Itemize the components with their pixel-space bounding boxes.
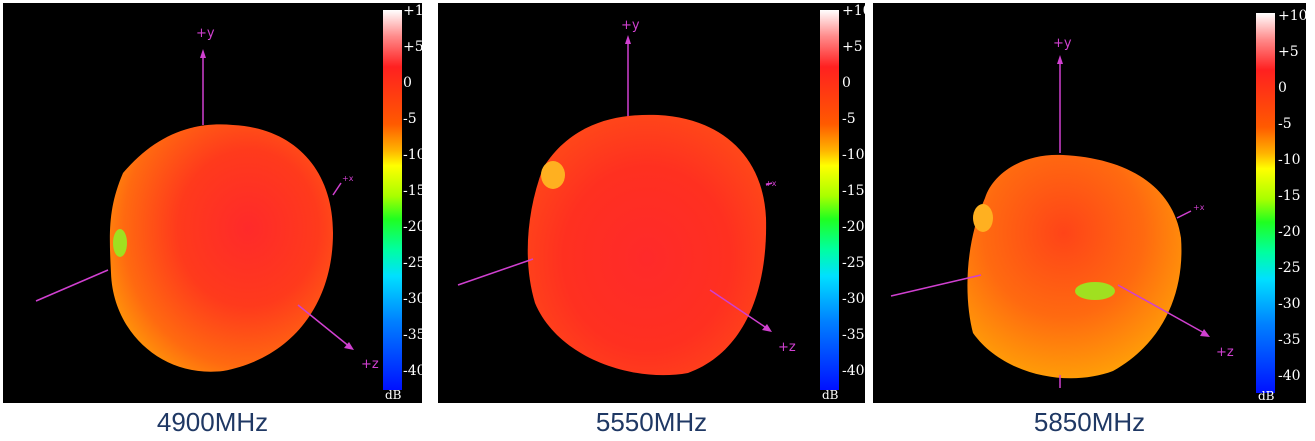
scale-tick: -10 [403,147,422,163]
pattern-surface [109,124,333,372]
scale-tick: -35 [1278,332,1301,348]
z-axis [1117,284,1207,335]
scale-tick: +10 [1278,8,1306,24]
scale-tick: -5 [842,111,856,127]
scale-tick: -40 [403,363,422,379]
pattern-panel-5850: +y +x +z +10 +5 0 -5 -10 -15 -20 -25 -30… [873,3,1306,403]
scale-tick: -30 [403,291,422,307]
scale-tick: +5 [403,39,422,55]
scale-unit: dB [822,388,839,402]
scale-tick: -40 [842,363,865,379]
scale-tick: -25 [1278,260,1301,276]
x-axis-label: +x [342,174,354,183]
y-axis-label: +y [196,26,215,41]
scale-tick: +10 [842,3,865,19]
scale-tick: -5 [1278,116,1292,132]
frequency-caption: 5850MHz [1033,407,1146,437]
frequency-caption: 5550MHz [595,407,708,437]
neg-z-axis [457,258,534,286]
scale-unit: dB [385,388,402,402]
pattern-surface [967,154,1182,379]
pattern-surface [527,114,767,376]
x-axis [1176,210,1192,219]
scale-unit: dB [1258,389,1275,403]
scale-tick: +5 [842,39,863,55]
scale-tick: -20 [842,219,865,235]
scale-tick: -25 [842,255,865,271]
scale-tick: -30 [842,291,865,307]
scale-tick: -10 [1278,152,1301,168]
scale-tick: -35 [842,327,865,343]
neg-z-axis [35,269,109,302]
pattern-panel-5550: +y +x +z +10 +5 0 -5 -10 -15 -20 -25 -30… [438,3,865,403]
scale-tick: 0 [1278,80,1287,96]
pattern-null [1075,282,1115,300]
color-scale-bar [1256,13,1275,393]
pattern-null-secondary [973,204,993,232]
scale-tick: +10 [403,3,422,19]
radiation-pattern-plot: +y +x +z [457,18,796,376]
scale-tick: -30 [1278,296,1301,312]
scale-tick: -20 [403,219,422,235]
radiation-pattern-plot: +y +x +z [35,26,379,372]
pattern-null [113,229,127,257]
z-axis [297,304,351,348]
x-axis-label: +x [1193,203,1205,212]
radiation-pattern-plot: +y +x +z [890,36,1234,388]
scale-tick: -20 [1278,224,1301,240]
scale-tick: -25 [403,255,422,271]
scale-tick: -5 [403,111,417,127]
scale-tick: -40 [1278,368,1301,384]
z-axis-label: +z [361,357,379,372]
z-axis-label: +z [1216,345,1234,360]
scale-tick: -15 [403,183,422,199]
x-axis [765,182,773,186]
scale-tick: -15 [842,183,865,199]
frequency-caption: 4900MHz [156,407,269,437]
scale-tick: -15 [1278,188,1301,204]
y-axis-label: +y [1053,36,1072,51]
z-axis [709,289,769,330]
x-axis [332,182,342,196]
scale-tick: -10 [842,147,865,163]
scale-tick: -35 [403,327,422,343]
y-axis-label: +y [621,18,640,33]
pattern-panel-4900: +y +x +z +10 +5 0 -5 -10 -15 -20 -25 -30… [3,3,422,403]
pattern-null [541,161,565,189]
z-axis-label: +z [778,340,796,355]
scale-tick: 0 [842,75,851,91]
color-scale-bar [820,10,839,390]
neg-z-axis [890,274,982,297]
scale-tick: +5 [1278,44,1299,60]
scale-tick: 0 [403,75,412,91]
color-scale-bar [383,10,402,390]
x-axis-label: +x [765,179,777,188]
